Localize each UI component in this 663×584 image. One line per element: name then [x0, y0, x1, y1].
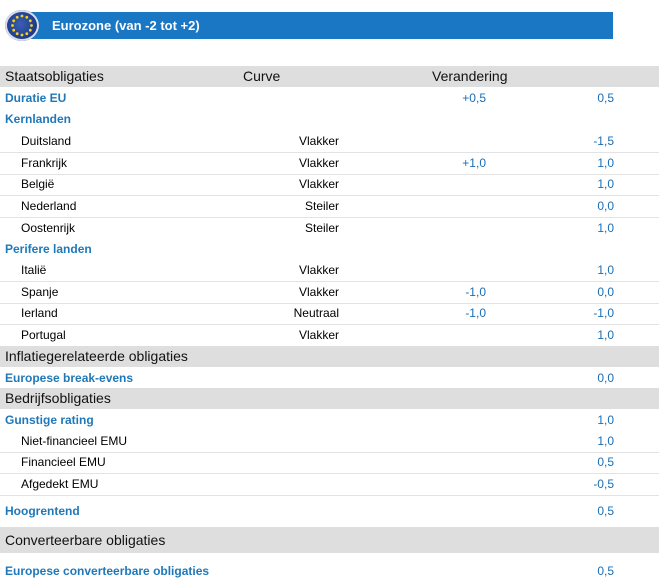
column-header-row: Staatsobligaties Curve Verandering [0, 66, 659, 87]
table-row: Europese converteerbare obligaties 0,5 [0, 561, 659, 582]
score-value: 1,0 [597, 263, 614, 277]
row-label: Spanje [21, 285, 59, 299]
score-value: 0,5 [597, 504, 614, 518]
score-value: 1,0 [597, 434, 614, 448]
curve-value: Vlakker [298, 328, 339, 342]
row-label: Oostenrijk [21, 221, 76, 235]
score-value: 1,0 [597, 156, 614, 170]
row-label: Duitsland [21, 134, 72, 148]
section-header-row: Inflatiegerelateerde obligaties [0, 346, 659, 367]
score-value: 1,0 [597, 177, 614, 191]
row-label: Europese converteerbare obligaties [5, 564, 210, 578]
curve-value: Vlakker [298, 134, 339, 148]
table-row: Nederland Steiler 0,0 [0, 196, 659, 217]
section-header-row: Bedrijfsobligaties [0, 388, 659, 409]
row-label: Gunstige rating [5, 413, 94, 427]
table-row: België Vlakker 1,0 [0, 174, 659, 195]
row-label: Frankrijk [21, 156, 68, 170]
score-value: 0,5 [597, 564, 614, 578]
score-value: 1,0 [597, 328, 614, 342]
report-header: Eurozone (van -2 tot +2) [5, 10, 613, 41]
table-row: Duratie EU +0,5 0,5 [0, 88, 659, 109]
header-bar [23, 12, 613, 39]
table-row: Portugal Vlakker 1,0 [0, 325, 659, 346]
table-row: Financieel EMU 0,5 [0, 452, 659, 473]
row-label: Niet-financieel EMU [21, 434, 128, 448]
row-divider [0, 281, 659, 282]
category-row: Kernlanden [0, 109, 659, 130]
row-divider [0, 473, 659, 474]
row-divider [0, 174, 659, 175]
score-value: 1,0 [597, 221, 614, 235]
row-label: Hoogrentend [5, 504, 80, 518]
row-divider [0, 195, 659, 196]
score-value: 1,0 [597, 413, 614, 427]
score-value: 0,0 [597, 371, 614, 385]
curve-value: Vlakker [298, 156, 339, 170]
section-label: Inflatiegerelateerde obligaties [5, 348, 188, 364]
row-divider [0, 452, 659, 453]
section-label: Converteerbare obligaties [5, 532, 166, 548]
row-label: Nederland [21, 199, 77, 213]
curve-value: Vlakker [298, 285, 339, 299]
curve-value: Steiler [304, 221, 339, 235]
curve-value: Neutraal [293, 306, 339, 320]
score-value: 0,5 [597, 455, 614, 469]
table-row: Frankrijk Vlakker +1,0 1,0 [0, 153, 659, 174]
section-label: Bedrijfsobligaties [5, 390, 111, 406]
table-row: Duitsland Vlakker -1,5 [0, 131, 659, 152]
table-row: Europese break-evens 0,0 [0, 368, 659, 389]
row-label: Duratie EU [5, 91, 67, 105]
table-row: Hoogrentend 0,5 [0, 501, 659, 522]
curve-value: Vlakker [298, 263, 339, 277]
score-value: 0,5 [597, 91, 614, 105]
row-divider [0, 217, 659, 218]
row-label: Afgedekt EMU [21, 477, 99, 491]
score-value: -1,5 [593, 134, 614, 148]
curve-value: Vlakker [298, 177, 339, 191]
score-value: -1,0 [593, 306, 614, 320]
table-row: Ierland Neutraal -1,0 -1,0 [0, 303, 659, 324]
category-row: Perifere landen [0, 239, 659, 260]
change-value: +1,0 [462, 156, 486, 170]
score-value: 0,0 [597, 285, 614, 299]
table-row: Italië Vlakker 1,0 [0, 260, 659, 281]
curve-value: Steiler [304, 199, 339, 213]
row-label: Ierland [21, 306, 58, 320]
row-divider [0, 324, 659, 325]
score-value: 0,0 [597, 199, 614, 213]
table-row: Gunstige rating 1,0 [0, 410, 659, 431]
table-row: Spanje Vlakker -1,0 0,0 [0, 282, 659, 303]
table-row: Niet-financieel EMU 1,0 [0, 431, 659, 452]
category-label: Perifere landen [5, 242, 92, 256]
category-label: Kernlanden [5, 112, 72, 126]
change-value: -1,0 [465, 306, 486, 320]
row-label: Financieel EMU [21, 455, 106, 469]
change-value: -1,0 [465, 285, 486, 299]
table-row: Oostenrijk Steiler 1,0 [0, 218, 659, 239]
row-label: België [21, 177, 55, 191]
row-label: Portugal [21, 328, 66, 342]
column-change: Verandering [432, 68, 508, 84]
table-row: Afgedekt EMU -0,5 [0, 474, 659, 495]
section-header-row: Converteerbare obligaties [0, 527, 659, 553]
page-title: Eurozone (van -2 tot +2) [52, 18, 200, 33]
column-segment: Staatsobligaties [5, 68, 104, 84]
score-value: -0,5 [593, 477, 614, 491]
row-divider [0, 152, 659, 153]
change-value: +0,5 [462, 91, 486, 105]
column-curve: Curve [243, 68, 281, 84]
row-divider [0, 495, 659, 496]
row-label: Europese break-evens [5, 371, 134, 385]
row-label: Italië [21, 263, 47, 277]
row-divider [0, 303, 659, 304]
eu-flag-icon [5, 10, 39, 41]
